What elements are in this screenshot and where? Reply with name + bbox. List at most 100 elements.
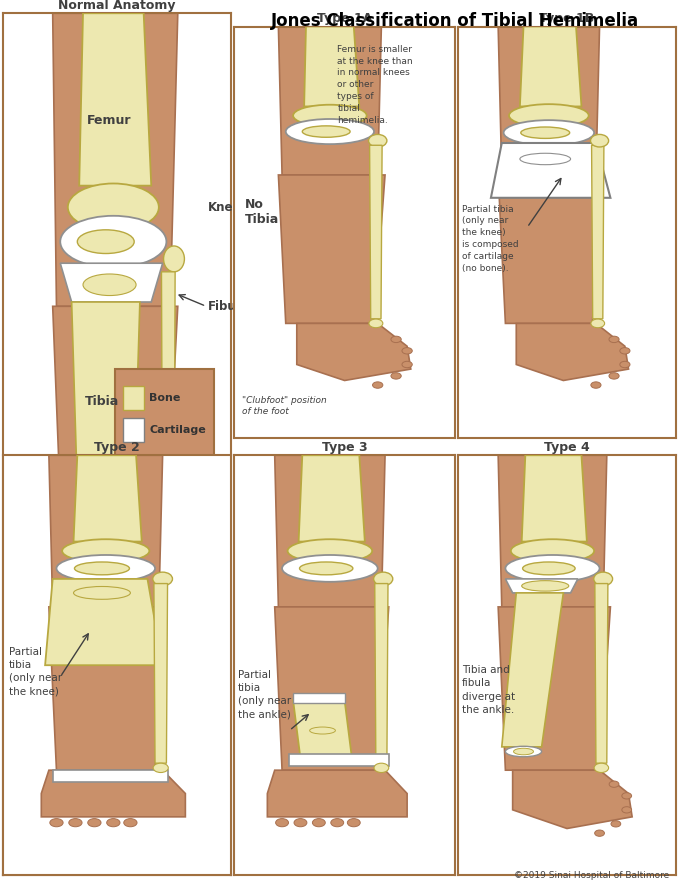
- Polygon shape: [369, 145, 382, 319]
- Polygon shape: [41, 770, 185, 817]
- Ellipse shape: [294, 819, 307, 827]
- Ellipse shape: [57, 662, 71, 679]
- Polygon shape: [53, 307, 178, 595]
- Polygon shape: [73, 455, 142, 542]
- Ellipse shape: [611, 820, 621, 827]
- Ellipse shape: [374, 763, 388, 773]
- Polygon shape: [591, 145, 604, 319]
- Ellipse shape: [89, 560, 123, 575]
- Ellipse shape: [62, 539, 149, 562]
- Polygon shape: [595, 583, 608, 763]
- Text: No
Tibia: No Tibia: [245, 198, 280, 225]
- Ellipse shape: [75, 562, 130, 575]
- Text: Bone: Bone: [149, 393, 181, 403]
- Polygon shape: [79, 13, 151, 186]
- FancyBboxPatch shape: [123, 418, 144, 442]
- Ellipse shape: [288, 539, 372, 562]
- Text: Tibia: Tibia: [85, 394, 119, 408]
- Text: Partial
tibia
(only near
the knee): Partial tibia (only near the knee): [9, 646, 62, 696]
- Ellipse shape: [50, 819, 63, 827]
- Polygon shape: [278, 175, 385, 324]
- Ellipse shape: [95, 662, 109, 679]
- Ellipse shape: [153, 763, 168, 773]
- Ellipse shape: [73, 586, 130, 599]
- Title: Type 2: Type 2: [94, 441, 140, 454]
- Ellipse shape: [504, 120, 594, 145]
- Ellipse shape: [161, 561, 175, 577]
- FancyBboxPatch shape: [115, 369, 214, 468]
- Ellipse shape: [88, 819, 101, 827]
- Ellipse shape: [369, 319, 383, 328]
- Ellipse shape: [348, 819, 361, 827]
- Polygon shape: [502, 593, 564, 747]
- Ellipse shape: [77, 230, 134, 254]
- Ellipse shape: [622, 793, 631, 799]
- Polygon shape: [278, 27, 382, 175]
- Polygon shape: [498, 175, 603, 324]
- Ellipse shape: [620, 347, 630, 354]
- Title: Normal Anatomy: Normal Anatomy: [58, 0, 176, 12]
- Polygon shape: [505, 579, 578, 593]
- Ellipse shape: [622, 807, 631, 813]
- Polygon shape: [498, 455, 607, 607]
- Text: "Clubfoot" position
of the foot: "Clubfoot" position of the foot: [242, 396, 327, 415]
- Polygon shape: [53, 583, 193, 659]
- Polygon shape: [71, 302, 140, 552]
- Ellipse shape: [153, 572, 172, 586]
- Ellipse shape: [620, 362, 630, 368]
- Ellipse shape: [402, 347, 412, 354]
- Ellipse shape: [124, 819, 137, 827]
- Ellipse shape: [505, 746, 542, 757]
- Ellipse shape: [68, 184, 159, 231]
- Ellipse shape: [513, 748, 534, 755]
- Polygon shape: [53, 13, 178, 307]
- Ellipse shape: [69, 819, 82, 827]
- Ellipse shape: [373, 572, 392, 586]
- Polygon shape: [275, 607, 388, 770]
- Text: Partial
tibia
(only near
the ankle): Partial tibia (only near the ankle): [238, 670, 291, 720]
- Polygon shape: [53, 770, 168, 781]
- Polygon shape: [498, 27, 600, 175]
- Title: Type 1B: Type 1B: [539, 12, 595, 26]
- Text: Tibia and
fibula
diverge at
the ankle.: Tibia and fibula diverge at the ankle.: [462, 665, 515, 715]
- Ellipse shape: [402, 362, 412, 368]
- Ellipse shape: [293, 104, 367, 126]
- Ellipse shape: [302, 126, 350, 137]
- Polygon shape: [304, 27, 359, 106]
- Ellipse shape: [310, 727, 335, 734]
- Ellipse shape: [523, 562, 575, 575]
- Ellipse shape: [509, 104, 589, 127]
- Ellipse shape: [312, 819, 325, 827]
- Polygon shape: [162, 272, 175, 560]
- Ellipse shape: [369, 134, 387, 147]
- Ellipse shape: [521, 581, 569, 591]
- Ellipse shape: [76, 662, 90, 679]
- Polygon shape: [45, 579, 163, 665]
- Ellipse shape: [113, 662, 128, 679]
- Polygon shape: [49, 455, 163, 607]
- Ellipse shape: [56, 555, 155, 582]
- Polygon shape: [293, 700, 352, 758]
- Ellipse shape: [164, 246, 185, 271]
- Ellipse shape: [331, 819, 344, 827]
- Title: Type 4: Type 4: [544, 441, 590, 454]
- Ellipse shape: [521, 127, 570, 139]
- Polygon shape: [498, 607, 610, 770]
- Polygon shape: [299, 455, 365, 542]
- Polygon shape: [297, 324, 411, 380]
- Ellipse shape: [107, 819, 120, 827]
- Polygon shape: [275, 455, 385, 607]
- Title: Type 1A: Type 1A: [317, 12, 372, 26]
- Polygon shape: [375, 583, 388, 763]
- Text: Fibula: Fibula: [208, 300, 249, 313]
- Polygon shape: [71, 552, 178, 583]
- Title: Type 3: Type 3: [322, 441, 367, 454]
- Text: Jones Classification of Tibial Hemimelia: Jones Classification of Tibial Hemimelia: [271, 12, 639, 30]
- Ellipse shape: [591, 319, 604, 328]
- Ellipse shape: [593, 572, 612, 586]
- Polygon shape: [513, 770, 632, 828]
- Ellipse shape: [131, 662, 145, 679]
- Polygon shape: [521, 455, 587, 542]
- Polygon shape: [154, 583, 168, 763]
- Polygon shape: [293, 693, 344, 703]
